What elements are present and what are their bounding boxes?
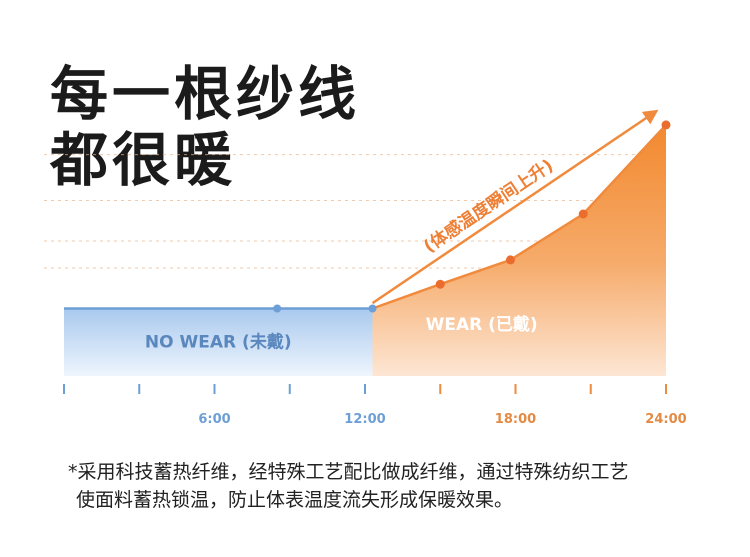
wear-point xyxy=(661,120,671,130)
no-wear-point xyxy=(368,304,377,313)
footnote-line-1: *采用科技蓄热纤维，经特殊工艺配比做成纤维，通过特殊纺织工艺 xyxy=(68,461,629,483)
annotation-label: (体感温度瞬间上升) xyxy=(420,155,557,257)
footnote-line-2: 使面料蓄热锁温，防止体表温度流失形成保暖效果。 xyxy=(76,489,514,511)
wear-area xyxy=(372,124,666,377)
wear-label: WEAR (已戴) xyxy=(426,314,538,335)
area-fills xyxy=(64,124,666,377)
wear-point xyxy=(505,255,515,265)
data-points xyxy=(273,120,671,313)
no-wear-label: NO WEAR (未戴) xyxy=(145,332,292,353)
headline-line-1: 每一根纱线 xyxy=(50,60,361,128)
x-tick-label: 24:00 xyxy=(645,412,686,427)
x-axis: 6:00 12:00 18:00 24:00 xyxy=(63,384,687,427)
x-tick-label: 12:00 xyxy=(344,412,385,427)
no-wear-point xyxy=(273,304,282,313)
wear-point xyxy=(578,209,588,219)
annotation-arrow xyxy=(371,109,659,305)
no-wear-area xyxy=(64,308,373,376)
headline-line-2: 都很暖 xyxy=(50,126,237,194)
x-tick-label: 6:00 xyxy=(198,412,230,427)
wear-point xyxy=(435,279,445,289)
x-tick-label: 18:00 xyxy=(495,412,536,427)
